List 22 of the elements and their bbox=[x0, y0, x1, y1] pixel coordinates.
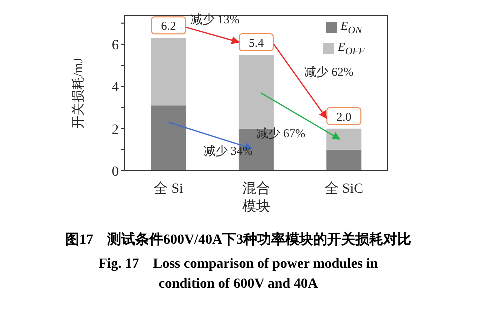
total-label: 2.0 bbox=[336, 110, 352, 124]
legend-label: E$_{OFF}$ bbox=[338, 40, 365, 58]
x-tick-label: 全 SiC bbox=[324, 181, 364, 197]
y-tick-label: 6 bbox=[112, 38, 119, 54]
bar bbox=[151, 38, 186, 106]
y-tick-label: 2 bbox=[112, 122, 119, 138]
y-tick-label: 0 bbox=[112, 164, 119, 180]
text: Fig. 17 Loss comparison of power modules in condition of 600V and 40A bbox=[98, 256, 380, 294]
total-label: 5.4 bbox=[248, 36, 264, 50]
total-label: 6.2 bbox=[161, 19, 176, 34]
x-tick-label: 混合模块 bbox=[242, 181, 270, 215]
annotation: 减少 62% bbox=[304, 65, 354, 80]
text: 图17 测试条件600V/40A下3种功率模块的开关损耗对比 bbox=[64, 231, 413, 249]
y-axis-title: 开关损耗/mJ bbox=[70, 58, 86, 129]
legend-label: E$_{ON}$ bbox=[340, 19, 362, 36]
bar bbox=[326, 128, 362, 150]
bar bbox=[326, 150, 362, 171]
y-tick-label: 4 bbox=[112, 80, 119, 96]
bar bbox=[238, 55, 274, 129]
bar bbox=[151, 106, 186, 171]
annotation: 减少 13% bbox=[190, 12, 240, 26]
x-tick-label: 全 Si bbox=[154, 181, 184, 197]
